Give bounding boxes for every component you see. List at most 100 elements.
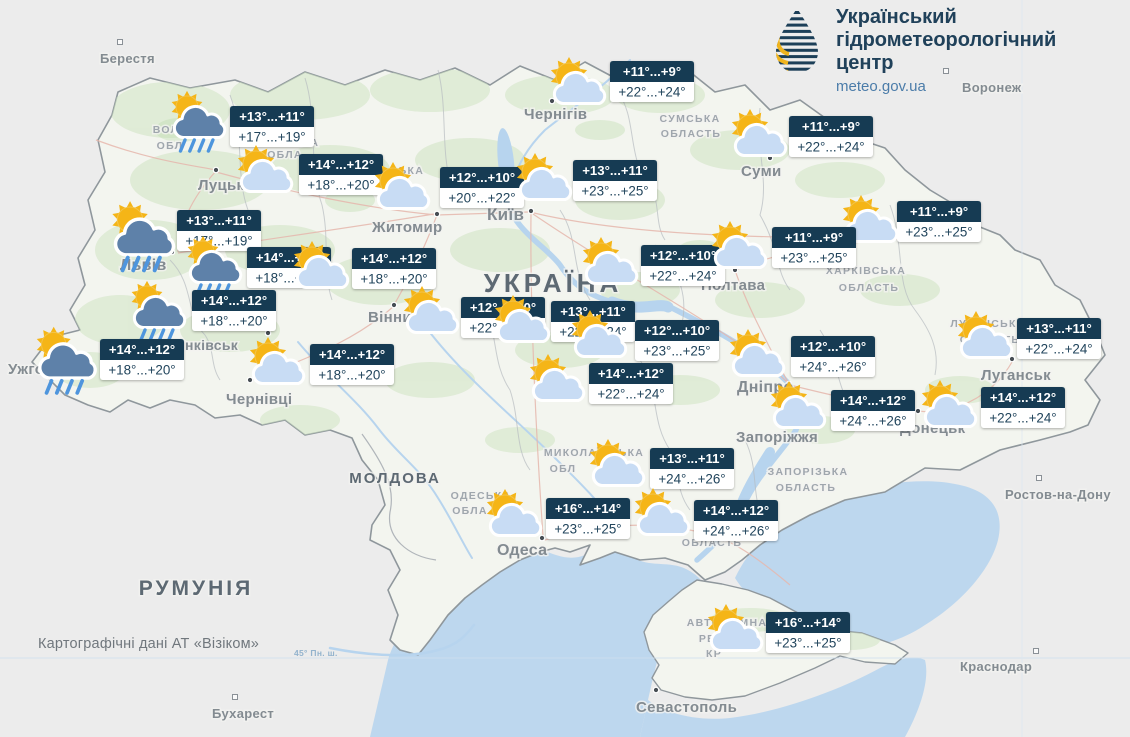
moldova-romania-border [361, 433, 437, 561]
badge-night-temp: +16°...+14° [555, 501, 621, 516]
region-label: ОБЛА [452, 505, 488, 517]
city-label: Севастополь [636, 699, 737, 716]
badge-night-temp: +11°...+9° [623, 64, 681, 79]
badge-night-temp: +13°...+11° [560, 304, 626, 319]
weather-badge: +12°...+10° +24°...+26° [791, 336, 875, 377]
weather-badge: +11°...+9° +22°...+24° [610, 61, 694, 102]
weather-badge: +13°...+11° +22°...+24° [1017, 318, 1101, 359]
sun-cloud-icon [957, 311, 1014, 360]
badge-day-temp: +24°...+26° [658, 472, 725, 487]
badge-night-temp: +14°...+12° [308, 157, 374, 172]
weather-badge: +12°...+10° +23°...+25° [635, 320, 719, 361]
badge-day-temp: +23°...+25° [905, 225, 972, 240]
forecast-layer: +13°...+11°+17°...+19°+14°...+12°+18°...… [36, 57, 1101, 653]
city-label: Запоріжжя [736, 429, 818, 446]
map-attribution: Картографічні дані АТ «Візіком» [38, 636, 260, 652]
weather-badge: +14°...+12° +24°...+26° [694, 500, 778, 541]
sun-cloud-icon [582, 237, 639, 286]
sun-cloud-icon [842, 195, 899, 244]
badge-night-temp: +12°...+10° [800, 339, 866, 354]
region-label: ОБЛ [550, 463, 577, 475]
sun-cloud-icon [707, 604, 764, 653]
city-label: Луганськ [981, 367, 1051, 384]
meteo-gov-ua-link[interactable]: meteo.gov.ua [836, 78, 926, 95]
sun-cloud-icon [589, 439, 646, 488]
badge-night-temp: +11°...+9° [785, 230, 843, 245]
city-dot [390, 301, 398, 309]
region-label: СУМСЬКА [660, 113, 721, 125]
sun-cloud-icon [403, 286, 460, 335]
country-label: РУМУНІЯ [139, 577, 253, 600]
logo-line2: гідрометеорологічний [836, 29, 1057, 51]
logo-line3: центр [836, 52, 894, 74]
region-label: ВОЛ [153, 124, 180, 136]
sun-cloud-icon [634, 488, 691, 537]
sun-cloud-icon [494, 295, 551, 344]
weather-badge: +16°...+14° +23°...+25° [766, 612, 850, 653]
city-dot [527, 207, 535, 215]
badge-day-temp: +20°...+22° [448, 191, 515, 206]
badge-day-temp: +22°...+24° [597, 387, 664, 402]
weather-badge: +14°...+12° +18°...+20° [352, 248, 436, 289]
badge-day-temp: +23°...+25° [554, 522, 621, 537]
badge-night-temp: +13°...+11° [582, 163, 648, 178]
sun-cloud-icon [374, 162, 431, 211]
badge-night-temp: +14°...+12° [703, 503, 769, 518]
badge-day-temp: +23°...+25° [581, 184, 648, 199]
city-dot [548, 97, 556, 105]
city-label: Бухарест [212, 706, 274, 721]
sun-rain-icon [187, 235, 243, 298]
sun-cloud-icon [729, 329, 786, 378]
weather-badge: +14°...+12° +18°...+20° [192, 290, 276, 331]
city-label: Луцьк [198, 177, 245, 194]
badge-day-temp: +23°...+25° [780, 251, 847, 266]
badge-night-temp: +14°...+12° [361, 251, 427, 266]
weather-badge: +14°...+12° +22°...+24° [981, 387, 1065, 428]
weather-badge: +13°...+11° +17°...+19° [230, 106, 314, 147]
badge-night-temp: +14°...+12° [990, 390, 1056, 405]
sun-cloud-icon [249, 337, 306, 386]
badge-night-temp: +16°...+14° [775, 615, 841, 630]
city-label: Краснодар [960, 659, 1032, 674]
weather-badge: +12°...+10° +20°...+22° [440, 167, 524, 208]
sun-cloud-icon [571, 310, 628, 359]
sun-cloud-icon [770, 381, 827, 430]
badge-day-temp: +22°...+24° [797, 140, 864, 155]
weather-badge: +12°...+10° +22°...+24° [641, 245, 725, 286]
weather-badge: +13°...+11° +23°...+25° [573, 160, 657, 201]
badge-night-temp: +13°...+11° [186, 213, 252, 228]
badge-day-temp: +22°...+24° [989, 411, 1056, 426]
city-dot [943, 68, 949, 74]
sea-of-azov [735, 481, 1000, 648]
sun-rain-icon [131, 280, 187, 343]
city-label: Одеса [497, 542, 547, 559]
badge-day-temp: +18°...+20° [200, 314, 267, 329]
city-label: Воронеж [962, 80, 1022, 95]
badge-night-temp: +13°...+11° [1026, 321, 1092, 336]
city-label: Берестя [100, 51, 155, 66]
badge-day-temp: +24°...+26° [702, 524, 769, 539]
weather-badge: +14°...+12° +18°...+20° [100, 339, 184, 380]
region-label: ОБЛА [267, 149, 303, 161]
city-label: Ростов-на-Дону [1005, 487, 1111, 502]
badge-day-temp: +22°...+24° [649, 269, 716, 284]
badge-day-temp: +22°...+24° [1025, 342, 1092, 357]
hydromet-drop-icon [776, 11, 818, 73]
sun-cloud-icon [731, 109, 788, 158]
sun-cloud-icon [486, 489, 543, 538]
hydromet-logo: Український гідрометеорологічний центр m… [770, 6, 1056, 96]
badge-night-temp: +11°...+9° [802, 119, 860, 134]
sun-cloud-icon [516, 153, 573, 202]
sun-cloud-icon [711, 221, 768, 270]
sun-cloud-icon [550, 57, 607, 106]
sun-rain-icon [112, 201, 176, 273]
badge-day-temp: +17°...+19° [238, 130, 305, 145]
logo-title: Український гідрометеорологічний центр [836, 6, 1056, 75]
region-label: ОБЛАСТЬ [776, 482, 837, 494]
weather-badge: +14°...+12° +22°...+24° [589, 363, 673, 404]
region-label: ОБЛАСТЬ [839, 282, 900, 294]
logo-line1: Український [836, 6, 957, 28]
